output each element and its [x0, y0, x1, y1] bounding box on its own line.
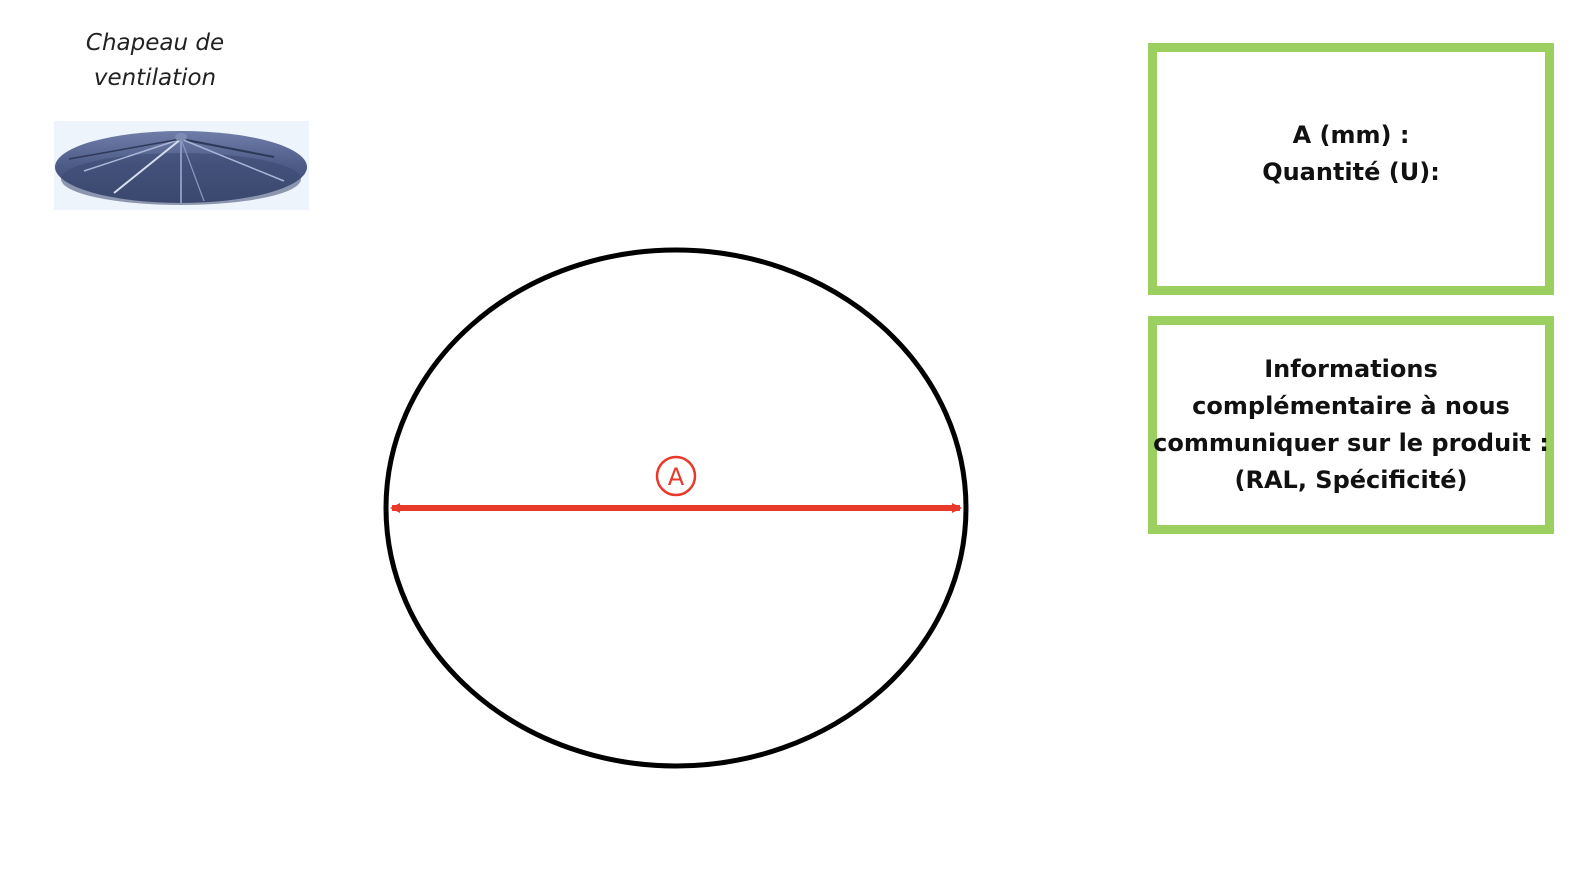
dimension-label-a: A — [655, 455, 697, 497]
info-line-4: (RAL, Spécificité) — [1234, 466, 1468, 494]
dimensions-box: A (mm) : Quantité (U): — [1148, 43, 1554, 295]
product-title-line2: ventilation — [93, 65, 217, 91]
cap-outline — [383, 247, 969, 769]
product-title: Chapeau de ventilation — [40, 26, 270, 96]
dimension-a-label: A (mm) : — [1292, 121, 1410, 149]
info-line-3: communiquer sur le produit : — [1153, 429, 1549, 457]
quantity-label: Quantité (U): — [1262, 158, 1440, 186]
dimension-label-a-text: A — [668, 463, 685, 491]
product-title-line1: Chapeau de — [85, 30, 225, 56]
info-line-1: Informations — [1264, 355, 1438, 383]
info-line-2: complémentaire à nous — [1192, 392, 1510, 420]
ventilation-cap-image — [54, 121, 309, 210]
additional-info-box: Informations complémentaire à nous commu… — [1148, 316, 1554, 534]
